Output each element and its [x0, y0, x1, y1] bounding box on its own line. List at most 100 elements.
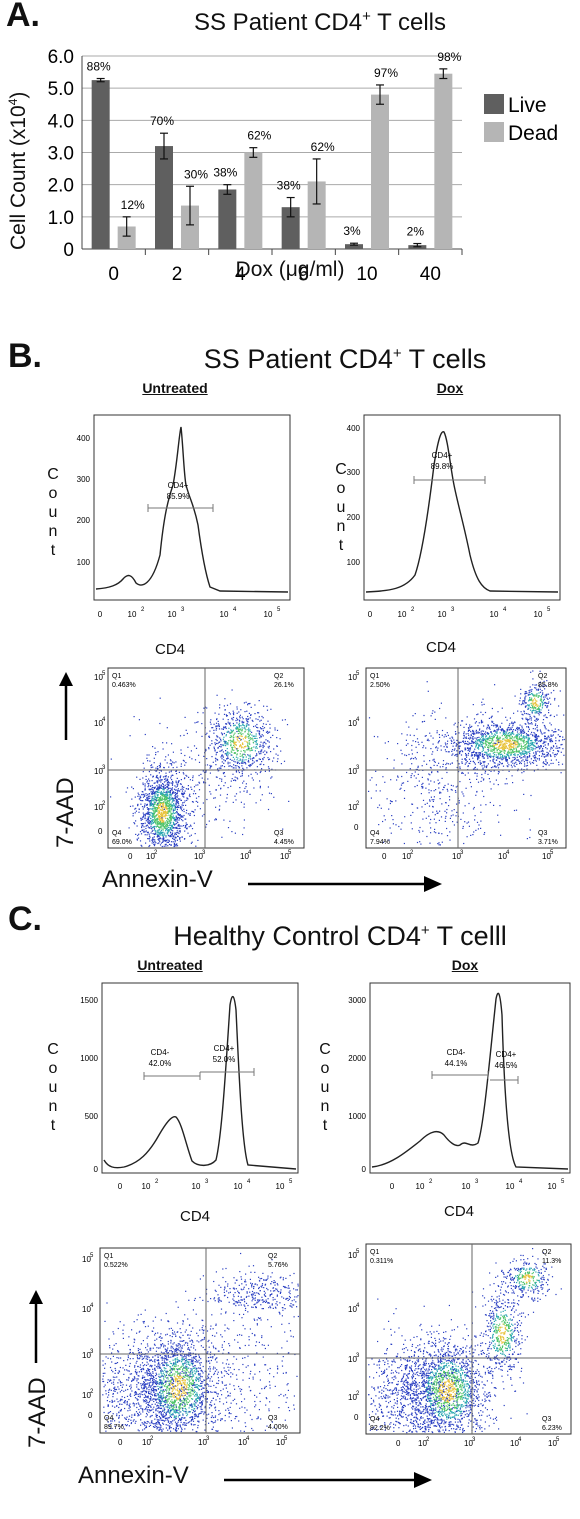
xtick: 0 [368, 610, 373, 619]
cell-event-dot [166, 1372, 168, 1374]
cell-event-dot [544, 732, 546, 734]
cell-event-dot [156, 796, 158, 799]
cell-event-dot [516, 738, 518, 740]
cell-event-dot [467, 733, 469, 735]
ytick: 1500 [80, 996, 98, 1005]
cell-event-dot [174, 833, 176, 835]
cell-event-dot [552, 734, 554, 736]
cell-event-dot [165, 811, 167, 813]
cell-event-dot [198, 754, 200, 756]
cell-event-dot [162, 776, 165, 778]
cell-event-dot [461, 771, 463, 774]
cell-event-dot [493, 762, 495, 764]
cell-event-dot [150, 804, 152, 807]
cell-event-dot [508, 756, 510, 758]
cell-event-dot [530, 722, 533, 724]
cell-event-dot [462, 827, 464, 829]
cell-event-dot [473, 754, 476, 756]
count-letter: t [338, 537, 344, 554]
cell-event-dot [520, 743, 522, 745]
histogram-x-ticks: 0 10 2 10 3 10 4 10 5 [390, 1179, 565, 1191]
cell-event-dot [232, 722, 234, 725]
cell-event-dot [201, 723, 203, 725]
cell-event-dot [445, 768, 447, 770]
cell-event-dot [486, 753, 488, 755]
cell-event-dot [259, 744, 261, 746]
cell-event-dot [221, 765, 223, 767]
cell-event-dot [544, 701, 546, 704]
cell-event-dot [517, 770, 519, 772]
cell-event-dot [440, 745, 442, 747]
cell-event-dot [184, 764, 186, 766]
cell-event-dot [535, 684, 538, 686]
cell-event-dot [153, 819, 155, 821]
cell-event-dot [512, 750, 514, 752]
cell-event-dot [183, 825, 185, 827]
cell-event-dot [510, 751, 512, 753]
cell-event-dot [162, 831, 164, 833]
cell-event-dot [258, 753, 260, 755]
cell-event-dot [189, 779, 191, 781]
cell-event-dot [250, 758, 252, 760]
cell-event-dot [226, 754, 228, 757]
cell-event-dot [483, 754, 486, 756]
cell-event-dot [532, 734, 534, 736]
cell-event-dot [503, 746, 505, 748]
plot-frame [101, 982, 299, 1174]
count-letter: C [319, 1041, 331, 1058]
histogram-x-ticks: 0 10 2 10 3 10 4 10 5 [368, 607, 551, 619]
cell-event-dot [536, 694, 538, 696]
cell-event-dot [175, 770, 177, 772]
legend-label: Dead [508, 122, 558, 145]
cell-event-dot [160, 790, 162, 793]
cell-event-dot [158, 802, 160, 804]
cell-event-dot [227, 763, 229, 765]
cell-event-dot [501, 735, 503, 737]
cell-event-dot [233, 764, 235, 766]
cell-event-dot [508, 764, 510, 766]
cell-event-dot [154, 796, 156, 798]
cell-event-dot [452, 814, 454, 816]
cell-event-dot [236, 738, 238, 741]
cell-event-dot [538, 710, 540, 712]
cell-event-dot [525, 747, 527, 749]
cell-event-dot [247, 742, 249, 744]
cell-event-dot [162, 804, 164, 806]
cell-event-dot [147, 811, 149, 813]
cell-event-dot [386, 758, 388, 760]
cell-event-dot [177, 824, 179, 826]
cell-event-dot [249, 793, 251, 795]
cell-event-dot [433, 831, 435, 833]
cell-event-dot [482, 698, 484, 700]
cell-event-dot [166, 827, 168, 829]
cell-event-dot [513, 746, 515, 748]
xtick: 10 [280, 852, 289, 861]
cell-event-dot [510, 741, 512, 743]
cell-event-dot [461, 720, 463, 722]
cell-event-dot [444, 742, 446, 744]
cell-event-dot [532, 709, 535, 711]
cell-event-dot [512, 732, 514, 734]
cell-event-dot [230, 743, 232, 745]
cell-event-dot [480, 827, 482, 829]
cell-event-dot [526, 692, 528, 694]
cell-event-dot [506, 740, 508, 743]
cell-event-dot [173, 827, 175, 829]
cell-event-dot [527, 745, 529, 747]
cell-event-dot [526, 768, 528, 770]
cell-event-dot [520, 735, 522, 737]
cell-event-dot [556, 753, 558, 755]
cell-event-dot [422, 830, 424, 832]
cell-event-dot [475, 744, 477, 746]
cell-event-dot [208, 820, 210, 822]
cell-event-dot [183, 792, 185, 794]
cell-event-dot [503, 733, 506, 735]
cell-event-dot [197, 839, 199, 841]
cell-event-dot [189, 835, 191, 837]
cell-event-dot [450, 788, 452, 791]
cell-event-dot [233, 752, 236, 754]
cell-event-dot [456, 726, 458, 728]
cell-event-dot [467, 765, 469, 768]
cell-event-dot [563, 754, 565, 756]
cell-event-dot [450, 742, 453, 744]
